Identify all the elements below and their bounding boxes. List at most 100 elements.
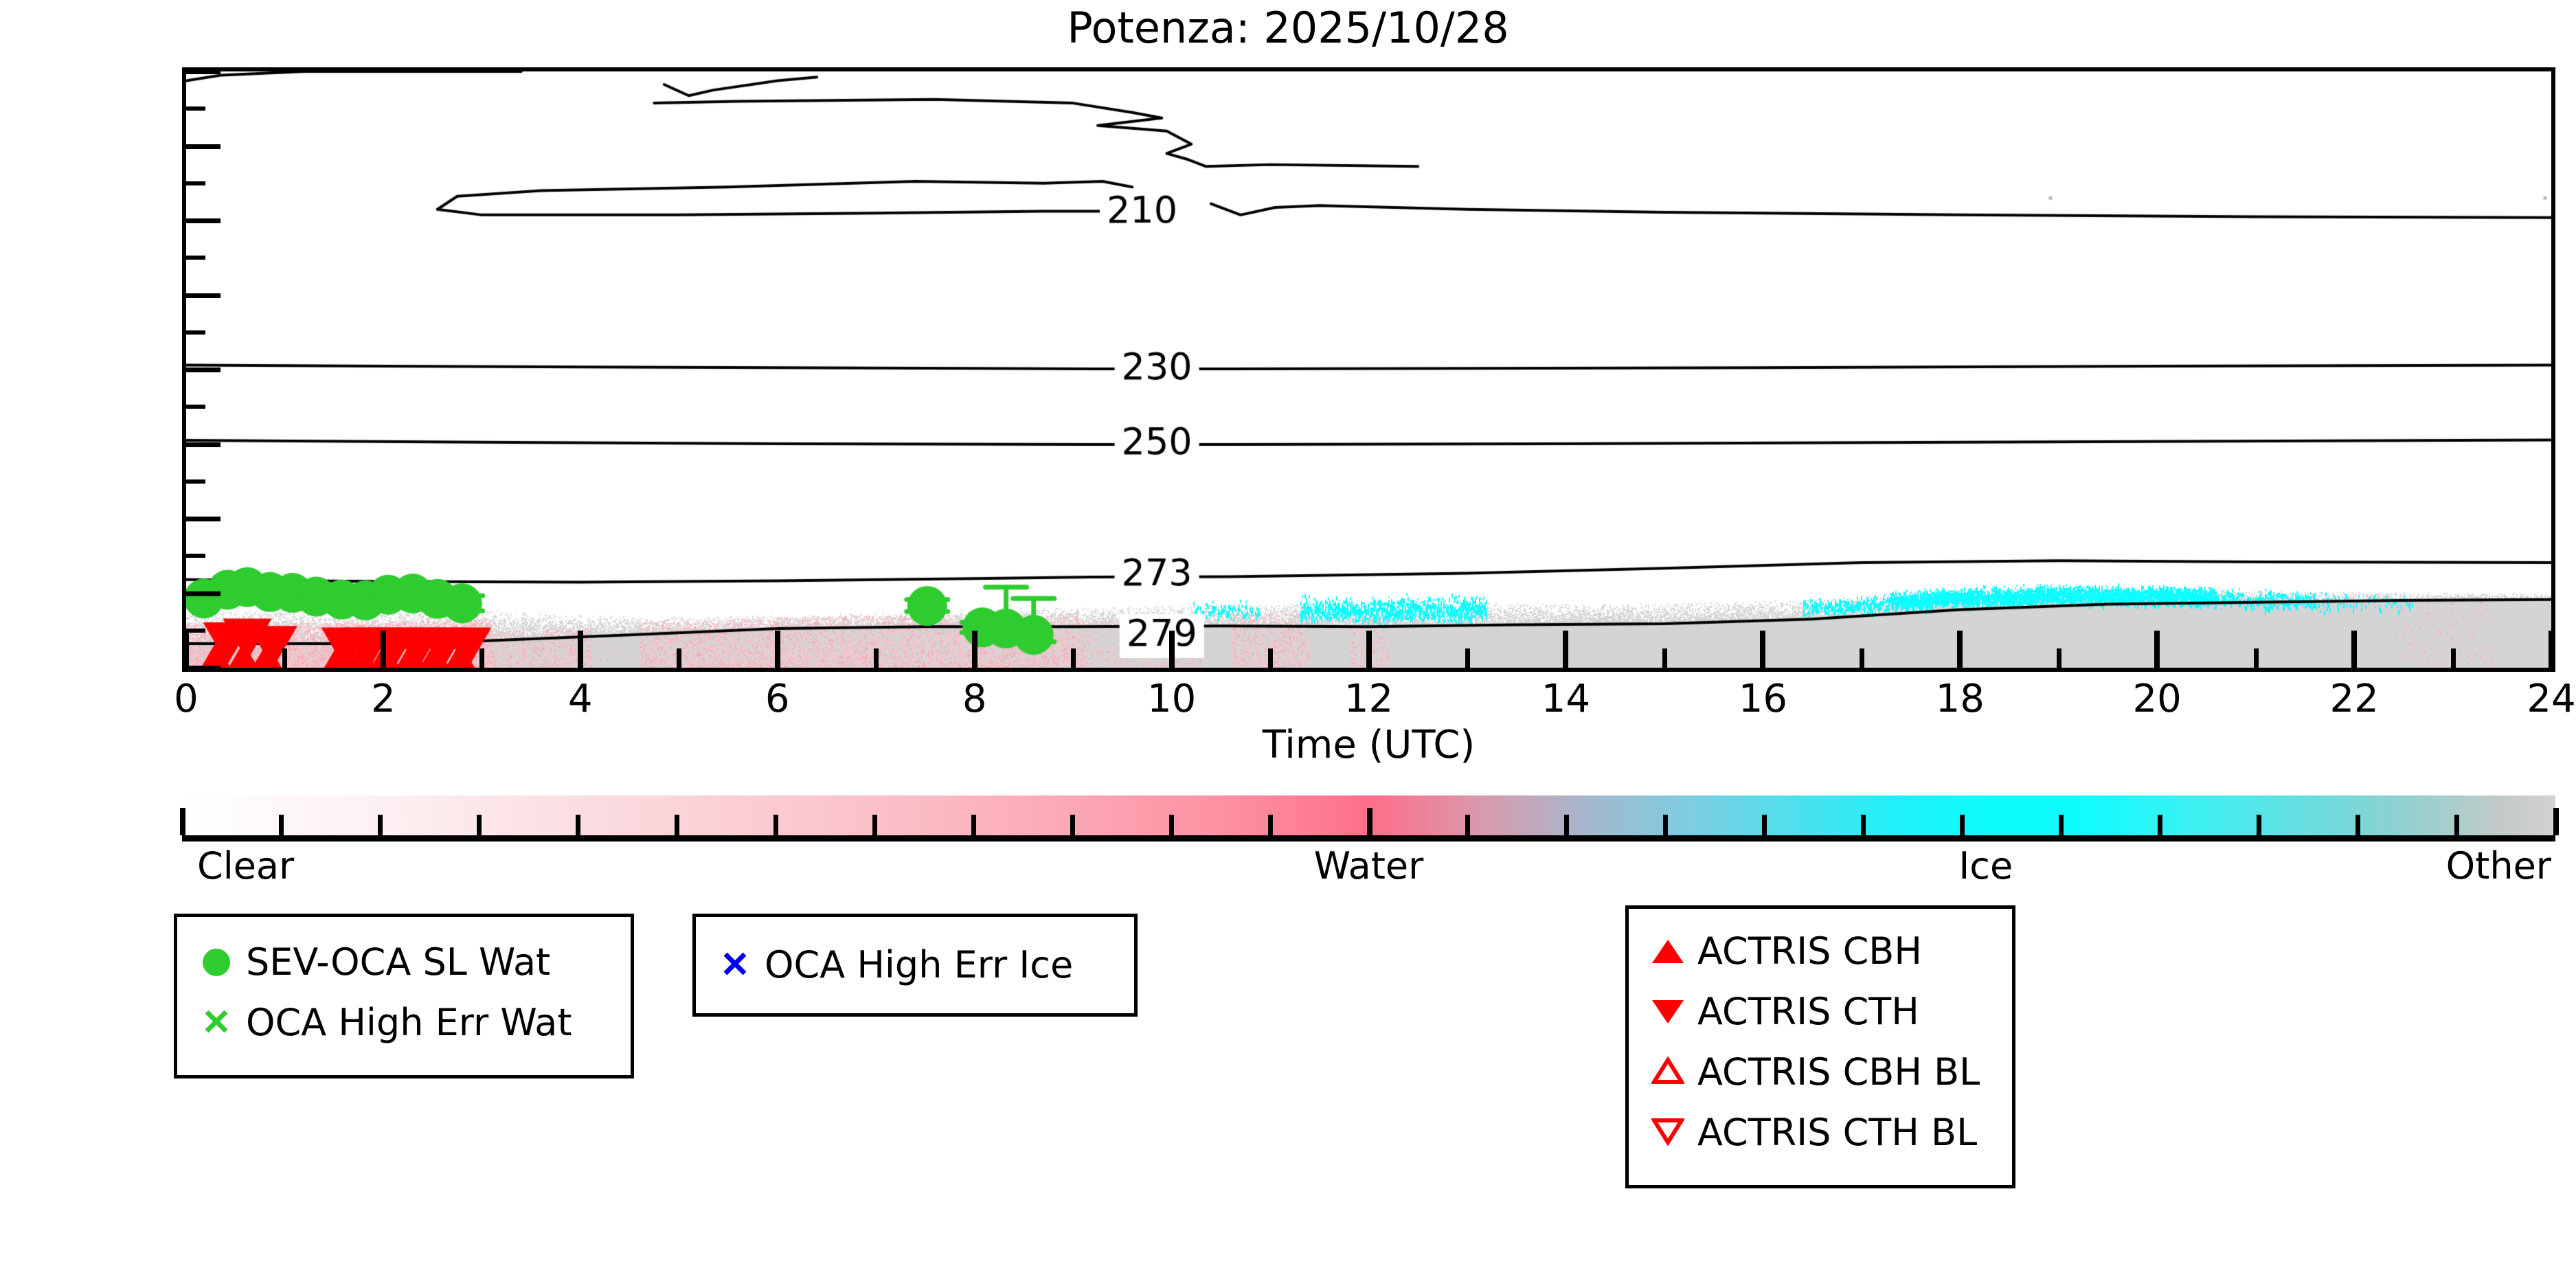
colorbar-tick xyxy=(1465,815,1471,835)
y-tick-major xyxy=(182,69,221,74)
x-tick-minor xyxy=(1465,648,1470,672)
x-tick-minor xyxy=(2253,648,2259,672)
triangle-up-open-icon xyxy=(1650,1056,1686,1088)
legend-marker xyxy=(187,949,246,976)
cloud-classification-plot xyxy=(182,67,2555,672)
x-tick-label: 6 xyxy=(765,677,790,721)
y-tick-major xyxy=(182,144,221,149)
colorbar-tick xyxy=(2257,815,2262,835)
triangle-down-filled-icon xyxy=(1652,1000,1684,1024)
colorbar-tick xyxy=(1762,815,1767,835)
colorbar-tick xyxy=(1168,815,1174,835)
x-tick-label: 20 xyxy=(2132,677,2182,721)
colorbar-label: Clear xyxy=(197,844,295,888)
x-tick-major xyxy=(1168,631,1175,672)
x-tick-label: 8 xyxy=(962,677,987,721)
x-tick-major xyxy=(380,631,386,672)
colorbar-tick xyxy=(773,815,778,835)
legend-marker xyxy=(705,948,765,982)
ice-legend-box: OCA High Err Ice xyxy=(692,914,1138,1017)
colorbar-tick xyxy=(1564,815,1570,835)
legend-item[interactable]: ACTRIS CBH xyxy=(1638,921,2012,982)
x-tick-major xyxy=(1957,631,1963,672)
colorbar-tick xyxy=(1663,815,1669,835)
legend-item-label: ACTRIS CTH BL xyxy=(1697,1111,1978,1154)
legend-item-label: OCA High Err Wat xyxy=(246,1001,572,1044)
legend-marker xyxy=(1638,1000,1697,1024)
colorbar-label: Other xyxy=(2445,844,2551,888)
x-tick-label: 14 xyxy=(1541,677,1591,721)
legend-item[interactable]: ACTRIS CBH BL xyxy=(1638,1042,2012,1103)
colorbar-tick xyxy=(377,815,383,835)
actris-legend-box: ACTRIS CBH ACTRIS CTH ACTRIS CBH BL ACTRIS … xyxy=(1625,905,2015,1188)
x-tick-major xyxy=(2549,631,2554,672)
legend-marker xyxy=(187,1006,246,1040)
y-tick-major xyxy=(182,293,221,298)
y-tick-minor xyxy=(182,479,205,484)
x-tick-minor xyxy=(1071,648,1076,672)
y-tick-major xyxy=(182,368,221,372)
y-tick-minor xyxy=(182,181,205,185)
x-tick-major xyxy=(183,631,189,672)
page-title: Potenza: 2025/10/28 xyxy=(1067,3,1509,53)
y-tick-major xyxy=(182,442,221,447)
colorbar-tick xyxy=(872,815,877,835)
colorbar-tick xyxy=(971,815,976,835)
colorbar-label: Ice xyxy=(1958,844,2013,888)
colorbar-tick xyxy=(2355,815,2361,835)
colorbar-tick xyxy=(1267,815,1273,835)
triangle-up-filled-icon xyxy=(1652,940,1684,963)
x-tick-label: 16 xyxy=(1738,677,1787,721)
legend-item[interactable]: ACTRIS CTH xyxy=(1638,982,2012,1042)
legend-item-label: ACTRIS CTH xyxy=(1697,990,1919,1033)
colorbar-tick xyxy=(180,808,185,835)
colorbar-tick xyxy=(575,815,580,835)
legend-item-label: OCA High Err Ice xyxy=(765,943,1074,986)
water-legend-box: SEV-OCA SL Wat OCA High Err Wat xyxy=(174,914,634,1078)
x-tick-minor xyxy=(1662,648,1667,672)
legend-item[interactable]: ACTRIS CTH BL xyxy=(1638,1103,2012,1163)
y-tick-minor xyxy=(182,256,205,260)
colorbar-tick xyxy=(1366,808,1372,835)
colorbar-tick xyxy=(2158,815,2163,835)
legend-item[interactable]: OCA High Err Wat xyxy=(187,993,631,1053)
filled-circle-icon xyxy=(203,949,230,976)
legend-item[interactable]: OCA High Err Ice xyxy=(705,935,1134,995)
colorbar-tick xyxy=(2454,815,2460,835)
legend-marker xyxy=(1638,1117,1697,1149)
x-tick-minor xyxy=(2056,648,2061,672)
x-tick-major xyxy=(1563,631,1569,672)
legend-item-label: ACTRIS CBH xyxy=(1697,929,1922,973)
x-tick-major xyxy=(1760,631,1766,672)
legend-item[interactable]: SEV-OCA SL Wat xyxy=(187,932,631,993)
colorbar-tick xyxy=(2059,815,2064,835)
x-tick-label: 12 xyxy=(1344,677,1394,721)
x-tick-minor xyxy=(1859,648,1864,672)
x-tick-label: 22 xyxy=(2329,677,2379,721)
legend-marker xyxy=(1638,1056,1697,1088)
y-tick-major xyxy=(182,218,221,223)
x-tick-minor xyxy=(2450,648,2456,672)
x-tick-label: 0 xyxy=(174,677,199,721)
triangle-down-open-icon xyxy=(1650,1117,1686,1149)
x-tick-minor xyxy=(1268,648,1274,672)
x-axis-label: Time (UTC) xyxy=(1262,723,1476,767)
y-tick-minor xyxy=(182,106,205,111)
y-tick-minor xyxy=(182,554,205,558)
legend-marker xyxy=(1638,940,1697,963)
y-tick-minor xyxy=(182,628,205,633)
x-tick-major xyxy=(577,631,583,672)
x-tick-minor xyxy=(479,648,485,672)
x-tick-minor xyxy=(874,648,879,672)
colorbar-tick xyxy=(1861,815,1866,835)
x-tick-major xyxy=(2154,631,2160,672)
x-tick-major xyxy=(971,631,978,672)
x-tick-label: 10 xyxy=(1146,677,1197,721)
colorbar-label: Water xyxy=(1313,844,1424,888)
x-tick-label: 24 xyxy=(2527,677,2576,721)
x-tick-label: 4 xyxy=(568,677,593,721)
y-tick-major xyxy=(182,666,221,670)
colorbar-tick xyxy=(1960,815,1965,835)
x-tick-major xyxy=(774,631,780,672)
colorbar-axis-line xyxy=(182,835,2555,841)
